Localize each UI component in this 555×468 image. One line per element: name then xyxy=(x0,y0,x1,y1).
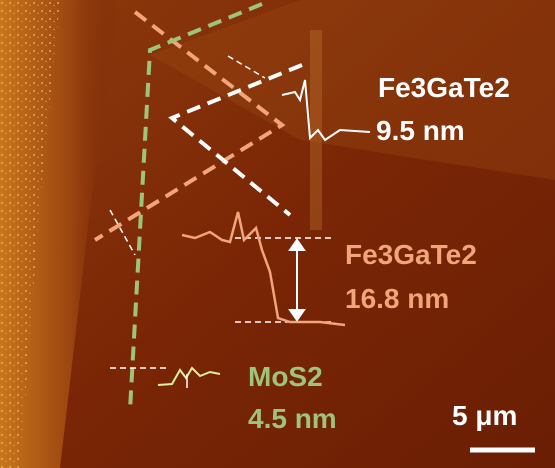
page: {"annotations": [ {"label": "Fe3GaTe2", … xyxy=(0,0,555,468)
height: 4.5 nm xyxy=(248,403,337,434)
label: MoS2 xyxy=(248,361,323,392)
label: Fe3GaTe2 xyxy=(378,72,510,103)
ridge xyxy=(310,30,322,230)
afm-image: Fe3GaTe2 9.5 nm Fe3GaTe2 16.8 nm MoS2 4.… xyxy=(0,0,555,468)
label: Fe3GaTe2 xyxy=(345,239,477,270)
height: 9.5 nm xyxy=(376,115,465,146)
height: 16.8 nm xyxy=(345,283,449,314)
scale-bar-label: 5 μm xyxy=(452,400,517,431)
